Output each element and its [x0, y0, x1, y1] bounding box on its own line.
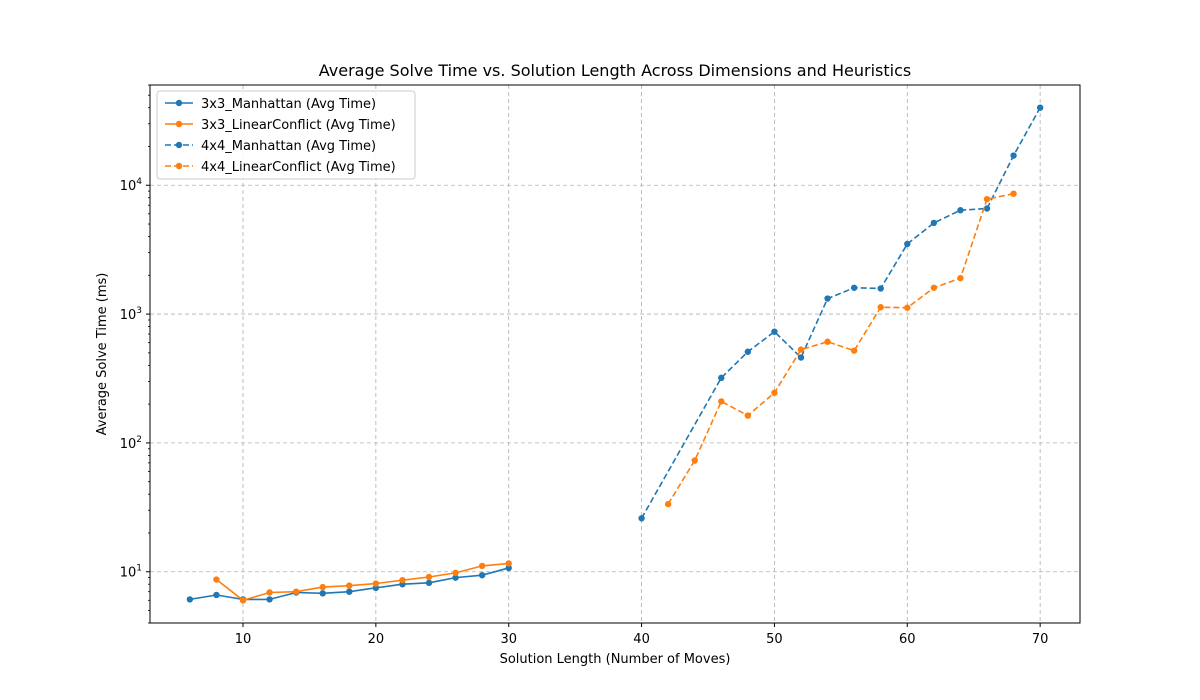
- data-point: [797, 346, 805, 353]
- data-point: [399, 576, 406, 584]
- data-point: [983, 195, 991, 203]
- plot-series: [186, 104, 1044, 604]
- data-point: [718, 398, 725, 405]
- data-point: [664, 500, 672, 508]
- data-point: [691, 457, 698, 464]
- series-line: [667, 192, 1014, 505]
- x-tick-label: 10: [235, 632, 252, 647]
- data-point: [425, 573, 433, 581]
- data-point: [877, 304, 884, 311]
- data-point: [824, 295, 831, 302]
- grid-lines: [150, 85, 1080, 623]
- data-point: [930, 219, 938, 227]
- data-point: [452, 574, 459, 581]
- x-tick-label: 50: [766, 632, 783, 647]
- y-tick-label: 102: [120, 435, 142, 452]
- data-point: [505, 560, 512, 567]
- data-point: [850, 284, 858, 291]
- data-point: [292, 588, 300, 595]
- data-point: [1010, 152, 1017, 159]
- data-point: [771, 389, 778, 396]
- x-tick-label: 30: [500, 632, 517, 647]
- plot-frame: [149, 84, 1081, 624]
- series-line: [640, 107, 1041, 519]
- y-tick-exponent: 3: [136, 306, 142, 316]
- data-point: [904, 304, 911, 311]
- y-tick-label: 104: [120, 177, 143, 194]
- data-point: [930, 284, 938, 291]
- y-tick-label: 103: [120, 306, 142, 323]
- data-point: [744, 348, 752, 355]
- legend-box: [156, 90, 416, 180]
- data-point: [346, 582, 353, 589]
- data-point: [850, 347, 858, 354]
- y-tick-label: 101: [120, 564, 142, 581]
- data-point: [824, 338, 831, 345]
- data-point: [1036, 104, 1044, 111]
- y-tick-base: 10: [120, 308, 137, 323]
- legend-label: 4x4_Manhattan (Avg Time): [201, 139, 376, 154]
- x-tick-label: 20: [368, 632, 385, 647]
- data-point: [319, 590, 326, 597]
- data-point: [478, 562, 486, 570]
- data-point: [983, 205, 991, 212]
- data-point: [372, 580, 380, 587]
- legend: 3x3_Manhattan (Avg Time) 3x3_LinearConfli…: [156, 90, 416, 180]
- data-point: [957, 207, 964, 214]
- y-tick-base: 10: [120, 566, 137, 581]
- data-point: [346, 588, 353, 595]
- y-tick-exponent: 4: [136, 177, 142, 187]
- data-point: [797, 354, 805, 361]
- data-point: [186, 596, 194, 603]
- x-axis-label: Solution Length (Number of Moves): [500, 652, 731, 667]
- data-point: [744, 412, 752, 419]
- legend-label: 3x3_Manhattan (Avg Time): [201, 97, 376, 112]
- data-point: [319, 583, 326, 591]
- x-tick-label: 40: [633, 632, 650, 647]
- data-point: [718, 374, 725, 382]
- data-point: [266, 596, 273, 603]
- legend-label: 3x3_LinearConflict (Avg Time): [201, 118, 396, 133]
- data-point: [478, 571, 486, 579]
- data-point: [957, 274, 964, 282]
- y-tick-exponent: 1: [136, 564, 142, 574]
- data-point: [1010, 190, 1017, 197]
- data-point: [452, 569, 459, 577]
- legend-swatch-marker: [175, 120, 183, 128]
- y-tick-base: 10: [120, 437, 137, 452]
- legend-swatch-marker: [175, 162, 183, 170]
- data-point: [425, 579, 433, 587]
- data-point: [771, 328, 778, 335]
- x-tick-label: 70: [1032, 632, 1049, 647]
- chart-title: Average Solve Time vs. Solution Length A…: [319, 61, 911, 80]
- data-point: [239, 597, 247, 604]
- legend-swatch-marker: [175, 141, 183, 149]
- x-tick-label: 60: [899, 632, 916, 647]
- data-point: [877, 285, 884, 292]
- series-line: [215, 562, 509, 602]
- legend-label: 4x4_LinearConflict (Avg Time): [201, 160, 396, 175]
- data-point: [266, 589, 273, 596]
- data-point: [213, 591, 220, 599]
- y-tick-base: 10: [120, 179, 137, 194]
- data-point: [638, 515, 645, 522]
- data-point: [904, 240, 911, 248]
- y-axis-label: Average Solve Time (ms): [95, 273, 110, 436]
- data-point: [213, 576, 220, 583]
- y-tick-exponent: 2: [136, 435, 142, 445]
- data-point: [505, 564, 512, 572]
- legend-swatch-marker: [175, 99, 183, 107]
